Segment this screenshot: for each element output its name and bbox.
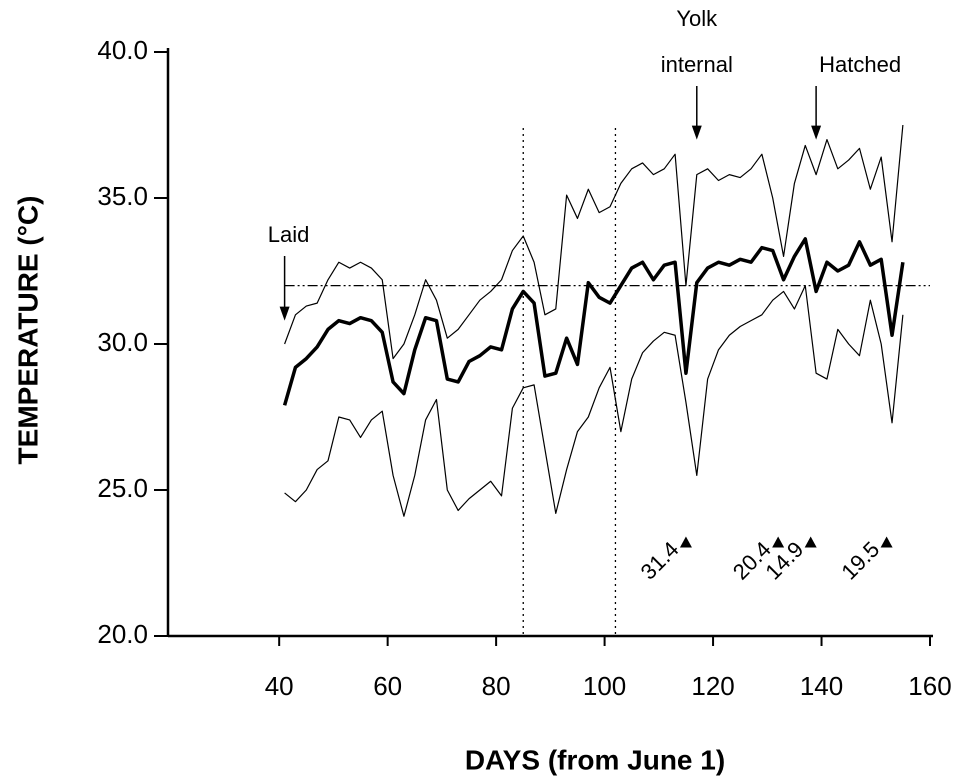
marker (772, 536, 785, 548)
marker (679, 536, 692, 548)
y-tick-label: 30.0 (97, 327, 148, 357)
y-tick-label: 35.0 (97, 181, 148, 211)
x-tick-label: 120 (691, 671, 734, 701)
arrow-head (811, 125, 822, 140)
annotation-label: Hatched (819, 52, 901, 77)
y-tick-label: 40.0 (97, 35, 148, 65)
x-tick-label: 80 (482, 671, 511, 701)
x-axis-label: DAYS (from June 1) (465, 744, 725, 775)
marker (880, 536, 893, 548)
x-tick-label: 160 (908, 671, 951, 701)
x-tick-label: 100 (583, 671, 626, 701)
x-tick-label: 60 (373, 671, 402, 701)
x-tick-label: 140 (800, 671, 843, 701)
arrow-head (279, 306, 290, 321)
x-tick-label: 40 (265, 671, 294, 701)
series-line (284, 285, 904, 517)
y-tick-label: 25.0 (97, 473, 148, 503)
marker-label: 19.5 (836, 537, 884, 585)
marker-label: 31.4 (636, 537, 684, 585)
marker (804, 536, 817, 548)
marker-label: 14.9 (760, 537, 808, 585)
y-tick-label: 20.0 (97, 619, 148, 649)
annotation-label: internal (661, 52, 733, 77)
series-line (284, 124, 904, 360)
annotation-label: Laid (268, 222, 310, 247)
annotation-label: Yolk (676, 6, 718, 31)
arrow-head (691, 125, 702, 140)
y-axis-label: TEMPERATURE (°C) (12, 196, 43, 465)
series-line (282, 237, 905, 406)
